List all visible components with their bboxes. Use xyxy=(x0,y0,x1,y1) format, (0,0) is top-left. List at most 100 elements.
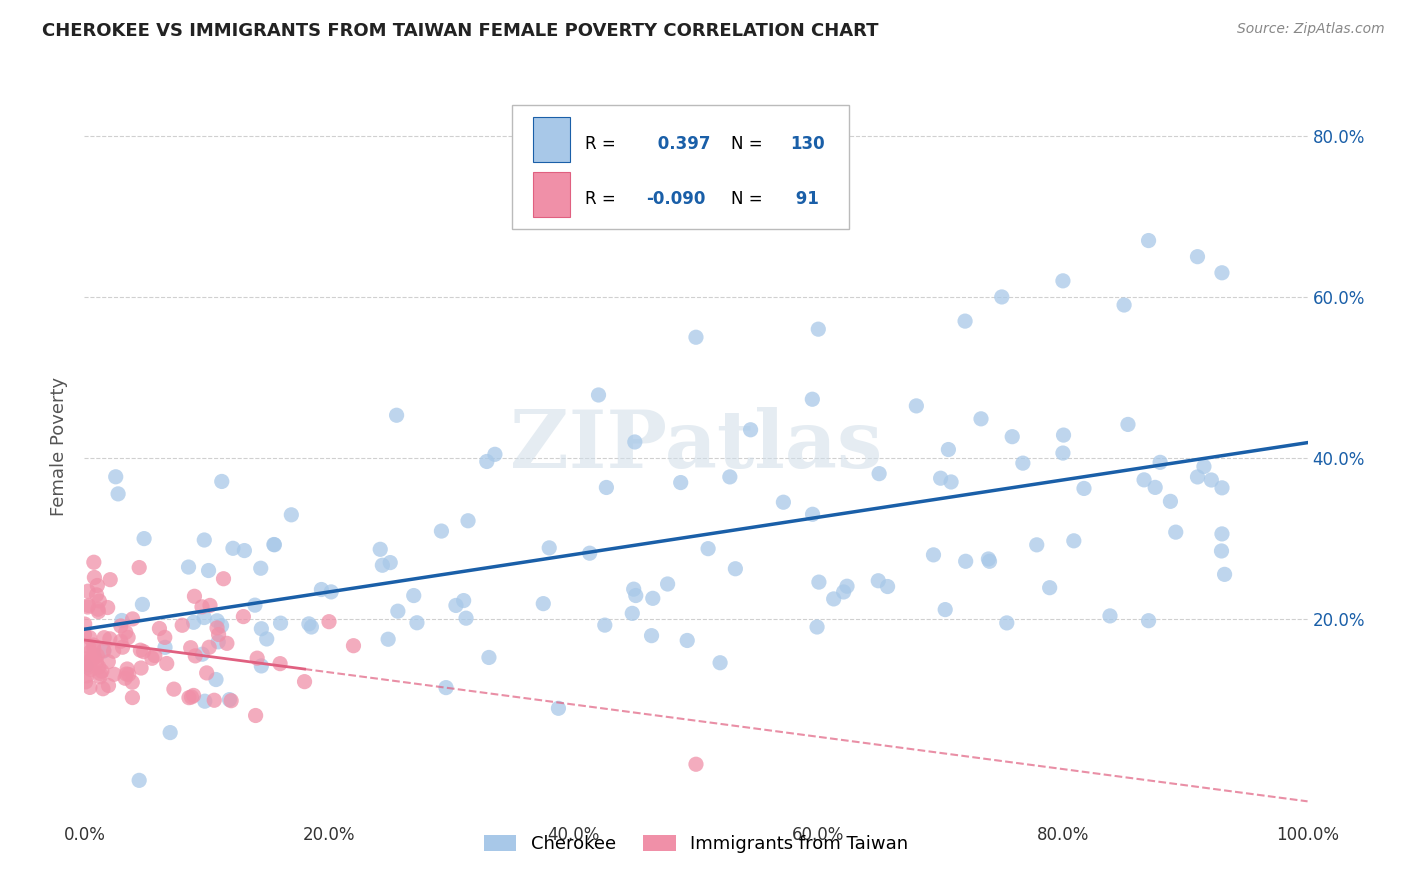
Point xyxy=(111,640,134,655)
Point xyxy=(1211,544,1233,558)
Point xyxy=(211,475,233,489)
Point xyxy=(1001,430,1024,444)
Point xyxy=(1187,250,1209,264)
Point xyxy=(953,314,976,328)
Point xyxy=(1137,234,1160,248)
Text: N =: N = xyxy=(731,190,768,209)
Point xyxy=(876,580,898,594)
Point xyxy=(141,651,163,665)
Point xyxy=(256,632,278,646)
Point xyxy=(1144,480,1167,494)
Point xyxy=(385,409,408,423)
Point xyxy=(177,690,200,705)
Point xyxy=(311,582,333,597)
Point xyxy=(922,548,945,562)
Point xyxy=(207,627,229,641)
Point xyxy=(263,538,285,552)
Point xyxy=(91,681,114,696)
Point xyxy=(87,602,110,616)
Point xyxy=(1052,446,1074,460)
Point xyxy=(83,555,105,569)
Point xyxy=(1192,459,1215,474)
Point xyxy=(1052,274,1074,288)
Point xyxy=(1039,581,1062,595)
Point xyxy=(484,447,506,461)
Point xyxy=(73,617,96,632)
Point xyxy=(79,645,101,659)
Point xyxy=(107,487,129,501)
Point xyxy=(180,690,202,704)
Point xyxy=(115,667,138,681)
Text: Source: ZipAtlas.com: Source: ZipAtlas.com xyxy=(1237,22,1385,37)
Point xyxy=(1211,266,1233,280)
Point xyxy=(153,631,176,645)
Point xyxy=(294,674,316,689)
Point xyxy=(430,524,453,538)
Point xyxy=(207,635,229,649)
Point xyxy=(129,643,152,657)
Point xyxy=(250,659,273,673)
Point xyxy=(183,615,205,630)
Point xyxy=(80,663,103,677)
Point xyxy=(195,665,218,680)
Point xyxy=(114,625,136,640)
Point xyxy=(128,773,150,788)
Point xyxy=(86,578,108,592)
Point xyxy=(444,599,467,613)
Point xyxy=(263,537,285,551)
Point xyxy=(243,598,266,612)
Point xyxy=(83,650,105,665)
Point xyxy=(193,610,215,624)
Point xyxy=(90,664,112,678)
Point xyxy=(215,636,238,650)
Point xyxy=(377,632,399,647)
Point xyxy=(103,644,125,658)
Point xyxy=(86,656,108,670)
Point xyxy=(1012,456,1035,470)
Point xyxy=(402,589,425,603)
Point xyxy=(1063,533,1085,548)
Point xyxy=(132,644,155,658)
Point xyxy=(321,585,343,599)
Point xyxy=(578,546,600,560)
Point xyxy=(76,669,98,683)
Point xyxy=(938,442,960,457)
Point xyxy=(772,495,794,509)
Point xyxy=(77,657,100,671)
Point xyxy=(110,634,132,648)
FancyBboxPatch shape xyxy=(513,105,849,228)
Point xyxy=(270,616,292,631)
Text: 0.397: 0.397 xyxy=(652,135,710,153)
Point xyxy=(118,667,141,681)
Point xyxy=(163,682,186,697)
Point xyxy=(342,639,364,653)
Point xyxy=(977,552,1000,566)
Point xyxy=(547,701,569,715)
Point xyxy=(801,508,824,522)
Point xyxy=(1098,608,1121,623)
Point xyxy=(835,579,858,593)
Point xyxy=(1213,567,1236,582)
Point xyxy=(218,692,240,706)
Point xyxy=(676,633,699,648)
Point xyxy=(368,542,391,557)
Point xyxy=(219,694,242,708)
Point xyxy=(205,621,228,635)
Point xyxy=(93,644,115,658)
Point xyxy=(905,399,928,413)
Point xyxy=(98,573,121,587)
Point xyxy=(823,591,845,606)
Point xyxy=(457,514,479,528)
Text: -0.090: -0.090 xyxy=(645,190,706,209)
Point xyxy=(621,607,644,621)
Point xyxy=(595,480,617,494)
Point xyxy=(246,651,269,665)
Point xyxy=(205,673,228,687)
Point xyxy=(82,638,104,652)
Point xyxy=(724,562,747,576)
Point xyxy=(77,640,100,654)
Point xyxy=(475,454,498,468)
Point xyxy=(740,423,762,437)
Point xyxy=(1187,470,1209,484)
Text: 130: 130 xyxy=(790,135,825,153)
